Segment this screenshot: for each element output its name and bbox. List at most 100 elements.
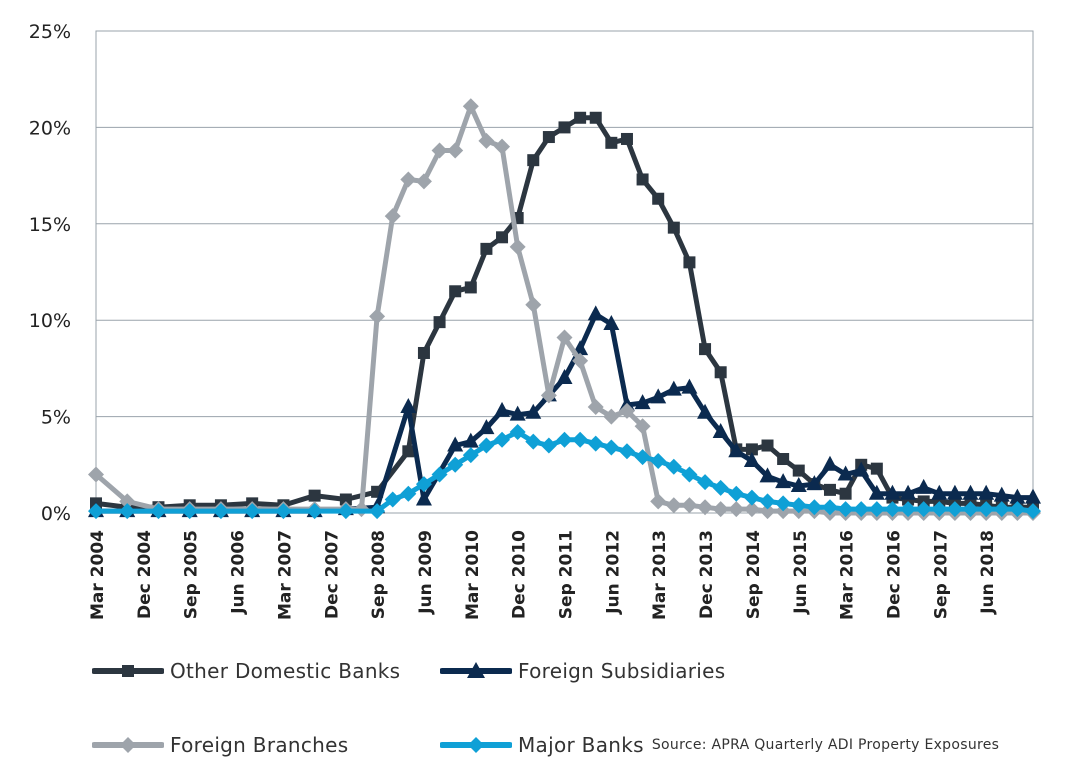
data-point-foreign-subsidiaries [1025,488,1041,504]
data-point-foreign-branches [572,352,589,369]
legend-label: Foreign Subsidiaries [518,659,726,683]
data-point-major-banks [369,503,386,520]
data-point-other-domestic-banks [433,316,446,329]
x-tick-label: Sep 2017 [931,530,951,619]
data-point-foreign-branches [447,142,464,159]
data-point-foreign-subsidiaries [400,397,417,413]
data-point-major-banks [384,491,401,508]
data-point-foreign-subsidiaries [478,419,495,435]
data-point-foreign-subsidiaries [462,432,479,448]
x-tick-label: Jun 2015 [791,530,811,615]
legend-swatch-triangle-icon [440,662,512,678]
x-tick-label: Dec 2016 [884,530,904,619]
data-point-foreign-subsidiaries [1009,488,1026,504]
legend-label: Other Domestic Banks [170,659,401,683]
data-point-other-domestic-banks [589,111,602,124]
data-point-other-domestic-banks [496,231,509,244]
data-point-other-domestic-banks [527,154,540,167]
data-point-foreign-subsidiaries [665,380,682,396]
x-tick-label: Mar 2016 [838,530,858,620]
data-point-other-domestic-banks [714,366,727,379]
data-point-major-banks [806,499,823,516]
data-point-foreign-branches [478,132,495,149]
data-point-foreign-branches [743,501,760,518]
y-tick-label: 15% [29,214,71,236]
data-point-other-domestic-banks [449,285,462,298]
data-point-foreign-subsidiaries [728,442,745,458]
x-tick-label: Jun 2009 [416,530,436,615]
data-point-major-banks [509,424,526,441]
data-point-foreign-subsidiaries [509,405,526,421]
data-point-foreign-branches [384,208,401,225]
data-point-major-banks [978,501,995,518]
data-point-major-banks [1025,503,1041,520]
data-point-other-domestic-banks [542,131,555,144]
data-point-major-banks [447,456,464,473]
x-tick-label: Mar 2007 [275,530,295,620]
data-point-foreign-subsidiaries [743,451,760,467]
data-point-foreign-subsidiaries [884,484,901,500]
x-tick-label: Jun 2006 [229,530,249,615]
data-point-major-banks [431,466,448,483]
data-point-other-domestic-banks [417,346,430,359]
x-tick-label: Jun 2012 [603,530,623,615]
data-point-foreign-subsidiaries [806,475,823,491]
data-point-foreign-branches [556,329,573,346]
data-point-other-domestic-banks [308,489,321,502]
data-point-major-banks [962,501,979,518]
data-point-other-domestic-banks [792,464,805,477]
data-point-foreign-branches [728,501,745,518]
data-point-major-banks [587,435,604,452]
data-point-major-banks [634,449,651,466]
data-point-foreign-branches [525,296,542,313]
data-point-major-banks [494,431,511,448]
data-point-foreign-subsidiaries [946,484,963,500]
y-tick-label: 5% [41,407,71,429]
legend-item-foreign-branches: Foreign Branches [92,732,348,758]
data-point-foreign-subsidiaries [931,484,948,500]
data-point-foreign-subsidiaries [712,423,729,439]
x-tick-label: Jun 2018 [978,530,998,615]
data-point-major-banks [775,495,792,512]
data-point-foreign-subsidiaries [868,484,885,500]
data-point-major-banks [88,503,104,520]
data-point-foreign-branches [603,408,620,425]
data-point-other-domestic-banks [558,121,571,134]
data-point-major-banks [743,489,760,506]
data-point-major-banks [884,501,901,518]
data-point-major-banks [900,501,917,518]
data-point-major-banks [119,503,136,520]
data-point-major-banks [759,493,776,510]
data-point-foreign-subsidiaries [447,436,464,452]
data-point-foreign-subsidiaries [603,315,620,331]
data-point-foreign-subsidiaries [494,401,511,417]
data-point-major-banks [853,501,870,518]
data-point-foreign-subsidiaries [587,305,604,321]
legend-label: Foreign Branches [170,733,349,757]
data-point-major-banks [993,501,1010,518]
data-point-foreign-subsidiaries [853,461,870,477]
data-point-major-banks [478,437,495,454]
data-point-foreign-subsidiaries [525,403,542,419]
x-tick-label: Mar 2010 [463,530,483,620]
legend-item-foreign-subsidiaries: Foreign Subsidiaries [440,658,725,684]
x-tick-label: Dec 2013 [697,530,717,619]
x-tick-label: Mar 2013 [650,530,670,620]
data-point-major-banks [150,503,167,520]
data-point-foreign-subsidiaries [759,467,776,483]
data-point-major-banks [665,458,682,475]
legend-swatch-diamond-icon [440,737,512,753]
data-point-foreign-subsidiaries [697,403,714,419]
data-point-foreign-branches [415,173,432,190]
data-point-foreign-branches [650,493,667,510]
data-point-major-banks [618,443,635,460]
data-point-foreign-branches [540,387,557,404]
data-point-major-banks [275,503,292,520]
data-point-major-banks [931,501,948,518]
data-point-foreign-branches [697,499,714,516]
data-point-foreign-subsidiaries [993,486,1010,502]
data-point-major-banks [790,497,807,514]
data-point-foreign-branches [618,402,635,419]
legend-swatch-diamond-icon [92,737,164,753]
data-point-major-banks [337,503,354,520]
